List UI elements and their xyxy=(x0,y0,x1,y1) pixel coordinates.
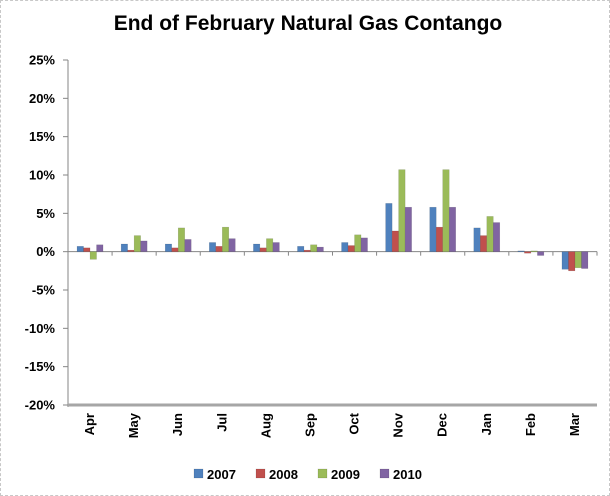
bar-feb-2007 xyxy=(517,250,525,252)
bar-jul-2009 xyxy=(222,226,230,252)
x-tick-label: Mar xyxy=(567,413,582,436)
bar-feb-2008 xyxy=(524,251,532,254)
plot-area: 25% 20% 15% 10% 5% 0% -5% -10% -15% -20% Apr May Jun… xyxy=(25,53,598,438)
bar-nov-2009 xyxy=(398,169,406,252)
bar-jul-2008 xyxy=(215,246,223,252)
x-tick-label: Dec xyxy=(435,413,450,437)
y-tick-label: -15% xyxy=(25,359,56,374)
bar-may-2008 xyxy=(127,249,135,252)
x-tick-label: Oct xyxy=(347,412,362,434)
bar-oct-2008 xyxy=(347,245,355,252)
bar-apr-2010 xyxy=(96,244,104,252)
legend-label: 2008 xyxy=(269,467,298,482)
y-tick-label: 5% xyxy=(36,206,55,221)
x-tick-label: Apr xyxy=(82,413,97,435)
bar-aug-2008 xyxy=(259,247,267,252)
y-tick-label: 20% xyxy=(29,91,55,106)
bar-jan-2009 xyxy=(486,216,494,252)
bar-nov-2007 xyxy=(385,203,393,252)
bar-jan-2007 xyxy=(473,227,481,252)
bar-jun-2007 xyxy=(164,243,172,252)
bar-dec-2008 xyxy=(435,226,443,252)
legend-swatch-2010 xyxy=(379,468,390,479)
legend-swatch-2009 xyxy=(317,468,328,479)
bar-aug-2007 xyxy=(253,243,261,252)
bar-mar-2010 xyxy=(581,251,589,269)
y-tick-label: -20% xyxy=(25,398,56,413)
bar-aug-2010 xyxy=(272,242,280,252)
bar-may-2009 xyxy=(133,235,141,252)
y-tick-label: -5% xyxy=(32,283,56,298)
bar-sep-2008 xyxy=(303,249,311,252)
x-tick-label: Jun xyxy=(170,413,185,436)
chart-title: End of February Natural Gas Contango xyxy=(114,12,503,35)
bar-feb-2009 xyxy=(530,250,538,252)
bar-nov-2010 xyxy=(404,206,412,252)
x-tick-label: Feb xyxy=(523,413,538,436)
x-tick-label: Nov xyxy=(391,412,406,437)
bar-dec-2007 xyxy=(429,206,437,252)
legend-swatch-2007 xyxy=(193,468,204,479)
y-tick-label: -10% xyxy=(25,321,56,336)
bar-may-2007 xyxy=(120,243,128,252)
bar-feb-2010 xyxy=(537,251,545,256)
bar-apr-2008 xyxy=(83,247,91,252)
bar-mar-2007 xyxy=(561,251,569,270)
bar-dec-2009 xyxy=(442,169,450,252)
bar-apr-2009 xyxy=(89,251,97,260)
bar-nov-2008 xyxy=(391,230,399,252)
y-tick-label: 0% xyxy=(36,244,55,259)
x-tick-label: May xyxy=(126,412,141,438)
bar-sep-2009 xyxy=(310,244,318,252)
bar-aug-2009 xyxy=(266,238,274,252)
bar-sep-2007 xyxy=(297,246,305,252)
legend: 2007 2008 2009 2010 xyxy=(193,467,422,482)
legend-swatch-2008 xyxy=(255,468,266,479)
bar-jun-2008 xyxy=(171,247,179,252)
legend-label: 2007 xyxy=(207,467,236,482)
y-tick-label: 25% xyxy=(29,53,55,68)
bar-mar-2009 xyxy=(574,251,582,269)
bar-jan-2010 xyxy=(493,222,501,252)
x-tick-label: Aug xyxy=(258,413,273,438)
legend-label: 2009 xyxy=(331,467,360,482)
bar-may-2010 xyxy=(140,240,148,252)
bar-oct-2009 xyxy=(354,234,362,252)
bar-jul-2007 xyxy=(209,242,217,252)
bar-dec-2010 xyxy=(448,206,456,252)
bar-apr-2007 xyxy=(76,246,84,252)
bar-jun-2010 xyxy=(184,239,192,252)
bar-jan-2008 xyxy=(480,235,488,252)
x-tick-label: Sep xyxy=(302,413,317,437)
bar-mar-2008 xyxy=(568,251,576,272)
legend-label: 2010 xyxy=(393,467,422,482)
bar-jun-2009 xyxy=(177,227,185,252)
bar-oct-2010 xyxy=(360,237,368,252)
bar-sep-2010 xyxy=(316,246,324,252)
x-tick-label: Jul xyxy=(214,413,229,432)
bar-jul-2010 xyxy=(228,238,236,252)
bar-oct-2007 xyxy=(341,242,349,252)
y-tick-label: 15% xyxy=(29,129,55,144)
x-tick-label: Jan xyxy=(479,413,494,435)
y-tick-label: 10% xyxy=(29,168,55,183)
